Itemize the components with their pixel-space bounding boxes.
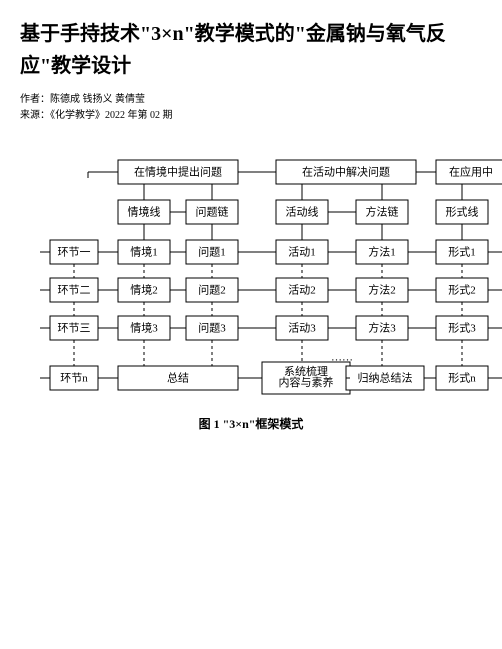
diagram-box-text: 内容与素养 <box>279 375 334 389</box>
diagram-box-text: 环节n <box>60 372 88 385</box>
diagram-box-text: 问题链 <box>196 205 229 219</box>
diagram-box-text: 环节二 <box>58 284 91 297</box>
diagram-box-text: 方法1 <box>368 245 396 259</box>
diagram-box-text: 方法2 <box>368 283 396 297</box>
diagram-box-text: 形式线 <box>446 205 479 219</box>
diagram-box-text: 情境2 <box>130 283 158 297</box>
diagram-box-text: 情境3 <box>130 321 158 335</box>
page-title: 基于手持技术"3×n"教学模式的"金属钠与氧气反应"教学设计 <box>20 18 482 82</box>
figure-caption: 图 1 "3×n"框架模式 <box>0 415 502 432</box>
diagram-box-text: 系统梳理 <box>284 364 328 378</box>
diagram-box-text: 在应用中 <box>449 165 493 179</box>
diagram-box-text: 形式n <box>448 372 476 385</box>
diagram-box-text: 情境线 <box>128 205 161 219</box>
authors-line: 作者：陈德成 钱扬义 黄倩莹 <box>20 92 482 108</box>
diagram-box-text: 活动线 <box>286 205 319 219</box>
diagram-box-text: 问题3 <box>198 322 226 335</box>
diagram-box-text: 形式3 <box>448 322 476 335</box>
diagram-box-text: 归纳总结法 <box>358 371 413 385</box>
diagram-box-text: 在情境中提出问题 <box>134 165 222 179</box>
diagram-box-text: 形式1 <box>448 246 476 259</box>
diagram-svg: 在情境中提出问题 在活动中解决问题 在应用中情境线 问题链 活动线 方法链 形式线环节一环节… <box>40 148 502 408</box>
source-line: 来源：《化学教学》2022 年第 02 期 <box>20 108 482 124</box>
diagram-box-text: 在活动中解决问题 <box>302 165 390 179</box>
diagram-box-text: 活动3 <box>288 322 316 335</box>
diagram-box-text: 方法链 <box>366 205 399 219</box>
diagram-box-text: 总结 <box>167 371 189 385</box>
diagram-box-text: 环节一 <box>58 246 91 259</box>
diagram-box-text: 情境1 <box>130 245 158 259</box>
diagram-box-text: 环节三 <box>58 322 91 335</box>
diagram-box-text: 活动2 <box>288 284 316 297</box>
diagram-box-text: 活动1 <box>288 246 316 259</box>
diagram-box-text: 问题2 <box>198 284 226 297</box>
framework-diagram: 在情境中提出问题 在活动中解决问题 在应用中情境线 问题链 活动线 方法链 形式线环节一环节… <box>40 148 502 428</box>
diagram-box-text: 方法3 <box>368 321 396 335</box>
diagram-box-text: 问题1 <box>198 246 226 259</box>
diagram-box-text: 形式2 <box>448 284 476 297</box>
